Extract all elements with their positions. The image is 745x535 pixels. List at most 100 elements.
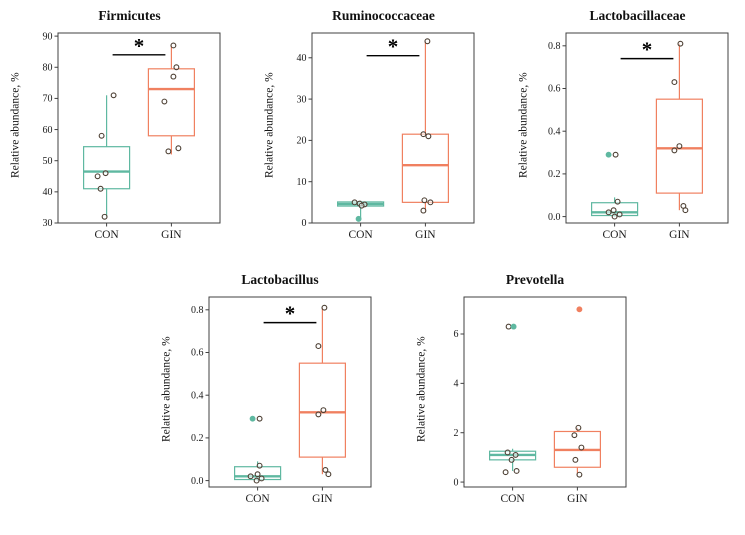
data-point (612, 151, 619, 158)
y-tick-label: 4 (453, 379, 458, 390)
data-point (254, 471, 261, 478)
y-tick-label: 0.8 (191, 305, 204, 316)
data-point (605, 209, 612, 216)
y-tick-label: 50 (43, 156, 53, 167)
plot-area-lactobacillus: Relative abundance, % 0.0 0.2 0.4 0.6 0.8 CON… (159, 288, 380, 514)
data-point (420, 207, 427, 214)
box (401, 133, 450, 203)
y-tick-label: 0.4 (548, 126, 561, 137)
plot-area-firmicutes: Relative abundance, % 30 40 50 60 70 80 90 CON G… (8, 24, 229, 250)
plot-area-prevotella: Relative abundance, % 0 2 4 6 CON GIN (414, 288, 635, 514)
y-tick-label: 0.4 (191, 390, 204, 401)
data-point (320, 304, 327, 311)
data-point (101, 213, 108, 220)
data-point (614, 198, 621, 205)
data-point (575, 471, 582, 478)
y-tick-label: 30 (297, 94, 307, 105)
data-point (512, 451, 519, 458)
x-category-label: CON (245, 493, 270, 505)
significance-asterisk: * (642, 38, 653, 62)
data-point (256, 462, 263, 469)
data-point (677, 40, 684, 47)
y-axis-label: Relative abundance, % (263, 72, 276, 178)
data-point (605, 151, 612, 158)
data-point (616, 211, 623, 218)
y-tick-label: 30 (43, 218, 53, 229)
panel-border (565, 32, 729, 224)
panel-firmicutes: Firmicutes Relative abundance, % 30 40 50 6… (8, 4, 229, 250)
panel-title-prevotella: Prevotella (505, 272, 565, 287)
x-category-label: CON (500, 493, 525, 505)
y-tick-label: 2 (453, 428, 458, 439)
y-axis-label: Relative abundance, % (517, 72, 530, 178)
y-tick-label: 0.6 (191, 348, 204, 359)
panel-title-ruminococcaceae: Ruminococcaceae (332, 8, 435, 23)
data-point (324, 471, 331, 478)
panel-border (463, 296, 626, 488)
data-point (110, 92, 117, 99)
significance-asterisk: * (284, 302, 295, 326)
data-point (508, 456, 515, 463)
data-point (94, 173, 101, 180)
y-tick-label: 80 (43, 62, 53, 73)
y-tick-label: 20 (297, 136, 307, 147)
data-point (570, 432, 577, 439)
y-tick-label: 10 (297, 177, 307, 188)
y-tick-label: 0.2 (191, 433, 204, 444)
panel-border (57, 32, 221, 224)
y-tick-label: 6 (453, 329, 458, 340)
panel-title-lactobacillus: Lactobacillus (241, 272, 319, 287)
data-point (427, 199, 434, 206)
y-tick-label: 40 (297, 53, 307, 64)
data-point (258, 475, 265, 482)
panel-ruminococcaceae: Ruminococcaceae Relative abundance, % 0 1… (262, 4, 483, 250)
x-category-label: GIN (669, 229, 690, 241)
y-tick-label: 0.6 (548, 84, 561, 95)
data-point (420, 131, 427, 138)
y-tick-label: 40 (43, 187, 53, 198)
data-point (249, 415, 256, 422)
x-category-label: CON (94, 229, 119, 241)
data-point (321, 466, 328, 473)
x-category-label: GIN (415, 229, 436, 241)
top-row: Firmicutes Relative abundance, % 30 40 50 6… (0, 4, 745, 250)
data-point (253, 477, 260, 484)
data-point (671, 79, 678, 86)
data-point (256, 415, 263, 422)
significance-asterisk: * (388, 35, 399, 59)
data-point (611, 213, 618, 220)
x-category-label: GIN (567, 493, 588, 505)
y-axis-label: Relative abundance, % (415, 336, 427, 442)
y-axis-label: Relative abundance, % (9, 72, 22, 178)
data-point (314, 343, 321, 350)
y-tick-label: 0 (453, 477, 458, 488)
data-point (161, 98, 168, 105)
data-point (355, 215, 362, 222)
y-axis-label: Relative abundance, % (160, 336, 172, 442)
data-point (173, 64, 180, 71)
data-point (97, 185, 104, 192)
data-point (421, 197, 428, 204)
boxplot-ruminococcaceae: 0 10 20 30 40 CON GIN * (297, 32, 475, 241)
data-point (424, 38, 431, 45)
data-point (170, 42, 177, 49)
data-point (575, 306, 582, 313)
x-category-label: GIN (161, 229, 182, 241)
data-point (571, 456, 578, 463)
data-point (170, 73, 177, 80)
data-point (682, 207, 689, 214)
x-category-label: CON (602, 229, 627, 241)
data-point (351, 199, 358, 206)
significance-asterisk: * (134, 34, 145, 58)
data-point (175, 145, 182, 152)
boxplot-prevotella: 0 2 4 6 CON GIN (453, 296, 626, 505)
bottom-row: Lactobacillus Relative abundance, % 0.0 0… (0, 268, 745, 514)
data-point (247, 473, 254, 480)
data-point (505, 323, 512, 330)
panel-lactobacillaceae: Lactobacillaceae Relative abundance, % 0… (516, 4, 737, 250)
y-tick-label: 90 (43, 31, 53, 42)
data-point (671, 147, 678, 154)
panel-border (311, 32, 475, 224)
plot-area-lactobacillaceae: Relative abundance, % 0.0 0.2 0.4 0.6 0.8 CON… (516, 24, 737, 250)
y-tick-label: 60 (43, 125, 53, 136)
